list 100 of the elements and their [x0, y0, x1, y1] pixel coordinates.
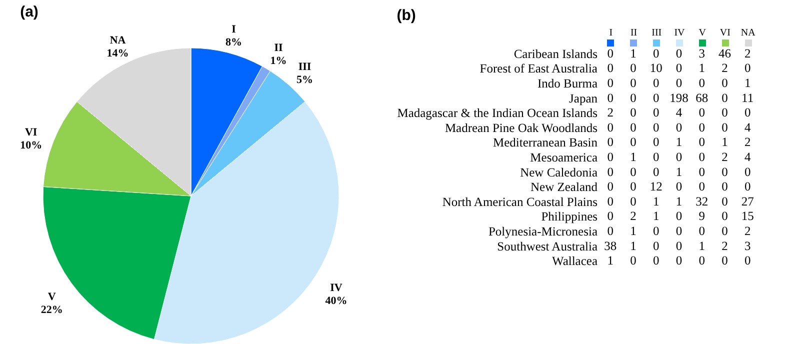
data-label: 2: [744, 135, 751, 150]
data-label: 0: [744, 106, 751, 120]
data-label: 1: [676, 164, 682, 179]
data-label: 0: [676, 150, 682, 164]
data-label: 0: [722, 194, 728, 208]
data-label: 3: [698, 46, 705, 60]
y-tick-label: Philippines: [541, 210, 598, 224]
data-label: 0: [607, 61, 614, 76]
y-tick-label: Japan: [569, 91, 598, 106]
data-label: 0: [630, 61, 636, 76]
data-label: 2: [607, 106, 614, 120]
slice-label: III: [298, 60, 312, 73]
data-label: 14%: [106, 47, 129, 60]
data-label: 0: [676, 238, 682, 253]
data-label: 0: [630, 135, 636, 150]
data-label: 0: [722, 90, 728, 105]
chart-title: (a): [20, 3, 38, 20]
data-label: 5%: [296, 74, 313, 86]
y-tick-label: Madagascar & the Indian Ocean Islands: [397, 106, 598, 120]
data-label: 1: [630, 224, 636, 238]
data-label: 0: [744, 164, 751, 179]
data-label: 0: [653, 254, 660, 268]
x-tick-label: NA: [740, 28, 756, 38]
data-label: 4: [744, 120, 752, 134]
data-label: 0: [653, 224, 660, 238]
slice-label: V: [48, 291, 56, 304]
data-label: 0: [722, 180, 728, 194]
y-tick-label: Mediterranean Basin: [493, 136, 598, 150]
data-label: 0: [722, 76, 728, 90]
x-tick-label: V: [698, 28, 707, 38]
data-label: 0: [630, 90, 636, 105]
data-label: 0: [676, 224, 682, 238]
data-label: 0: [607, 76, 614, 90]
data-label: 1: [698, 238, 705, 253]
data-label: 46: [718, 46, 731, 60]
data-label: 0: [630, 106, 636, 120]
data-label: 32: [696, 194, 708, 208]
data-label: 0: [653, 150, 660, 164]
data-label: 0: [722, 224, 728, 238]
data-label: 4: [744, 150, 752, 164]
data-label: 0: [607, 90, 614, 105]
data-label: 0: [698, 150, 705, 164]
data-label: 1: [744, 76, 751, 90]
data-label: 1: [630, 238, 636, 253]
data-label: 0: [653, 76, 660, 90]
data-label: 0: [698, 254, 705, 268]
data-label: 0: [630, 164, 636, 179]
data-label: 12: [650, 180, 662, 194]
data-label: 1: [653, 209, 660, 224]
y-tick-label: North American Coastal Plains: [442, 194, 598, 209]
data-label: 0: [607, 120, 614, 134]
data-label: 10%: [20, 140, 42, 152]
data-label: 1: [630, 150, 636, 164]
data-label: 38: [604, 238, 617, 253]
data-label: 9: [698, 209, 705, 224]
x-tick-label: III: [652, 28, 662, 38]
data-label: 2: [744, 46, 751, 60]
text: (b): [396, 7, 416, 24]
data-label: 0: [676, 76, 682, 90]
data-label: 0: [653, 238, 660, 253]
data-label: 0: [744, 180, 751, 194]
data-label: 15: [741, 209, 754, 224]
data-label: 0: [722, 106, 728, 120]
data-label: 0: [722, 209, 728, 224]
data-label: 2: [722, 150, 728, 164]
y-tick-label: Indo Burma: [537, 76, 598, 90]
data-label: 0: [607, 46, 614, 60]
x-tick-label: VI: [720, 28, 730, 38]
x-tick-label: IV: [674, 28, 686, 38]
data-label: 10: [650, 61, 662, 76]
data-label: 0: [607, 194, 614, 208]
data-label: 0: [722, 164, 728, 179]
data-label: 68: [696, 90, 708, 105]
data-label: 0: [676, 120, 682, 134]
data-label: 1: [676, 135, 682, 150]
data-label: 0: [676, 180, 682, 194]
data-label: 0: [744, 254, 751, 268]
data-label: 0: [607, 135, 614, 150]
data-label: 1: [653, 194, 660, 208]
data-label: 0: [722, 120, 728, 134]
data-label: 0: [698, 164, 705, 179]
data-label: 0: [607, 150, 614, 164]
data-label: 198: [670, 90, 688, 105]
data-label: 0: [744, 61, 751, 76]
data-label: 1: [722, 135, 728, 150]
data-label: 0: [698, 76, 705, 90]
data-label: 8%: [226, 36, 242, 48]
data-label: 2: [722, 61, 728, 76]
data-label: 0: [607, 180, 614, 194]
slice-label: II: [274, 42, 283, 54]
data-label: 2: [630, 209, 636, 224]
y-tick-label: Caribean Islands: [514, 46, 598, 61]
y-tick-label: New Zealand: [530, 180, 598, 194]
y-tick-label: Forest of East Australia: [480, 62, 598, 76]
data-label: 0: [676, 46, 682, 60]
data-label: 2: [722, 238, 728, 253]
data-label: 0: [698, 120, 705, 134]
data-label: 1: [676, 194, 682, 208]
x-tick-label: II: [630, 28, 638, 38]
data-label: 22%: [40, 304, 63, 316]
